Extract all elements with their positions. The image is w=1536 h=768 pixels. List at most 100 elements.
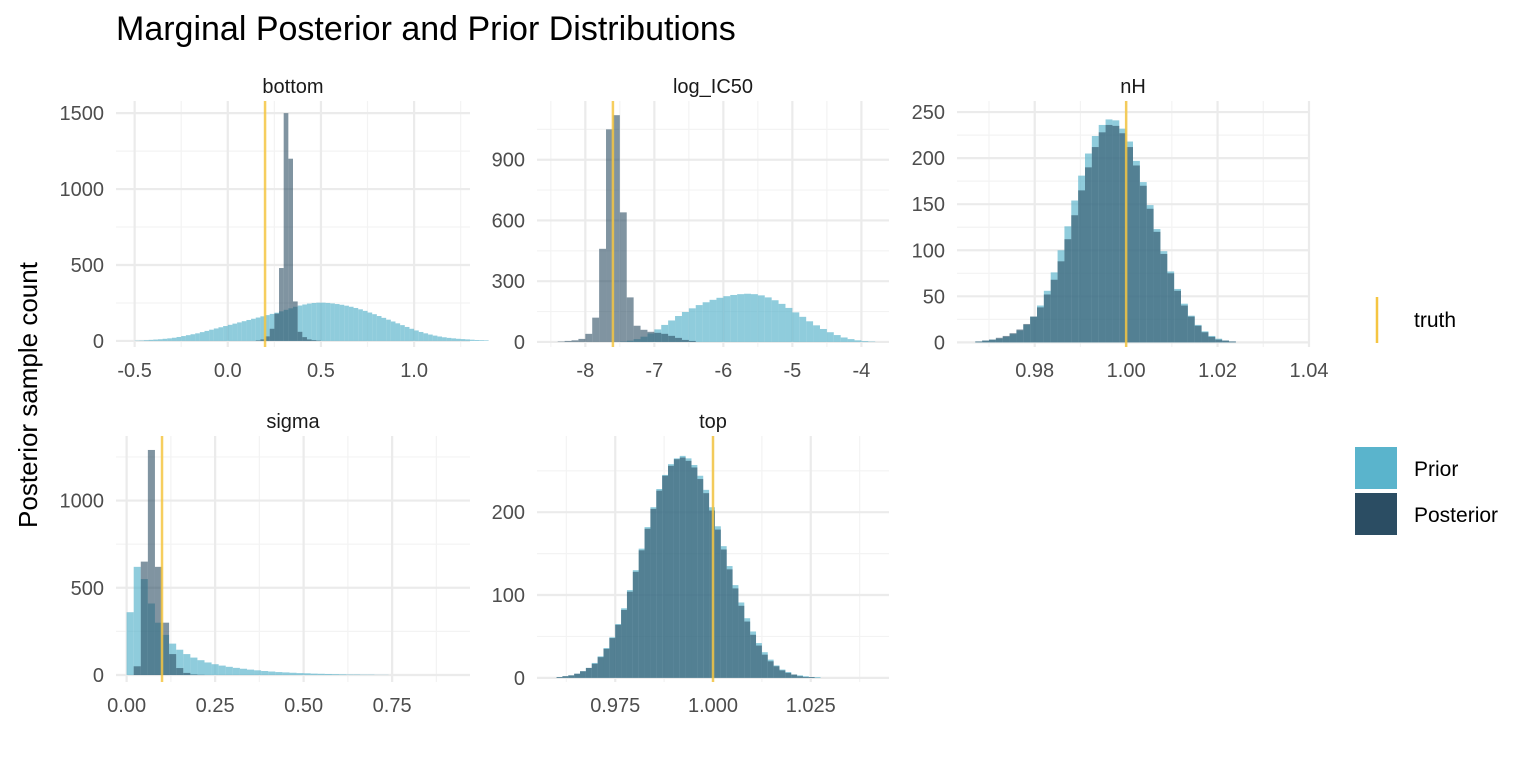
posterior-bar [989, 339, 996, 343]
prior-bar [190, 657, 198, 676]
prior-bar [813, 325, 820, 342]
prior-bar [261, 671, 269, 676]
posterior-bar [1119, 133, 1127, 343]
posterior-bar [714, 529, 721, 678]
prior-bar [133, 566, 141, 676]
posterior-bar [265, 336, 270, 341]
prior-bar [395, 323, 401, 341]
prior-bar [423, 333, 429, 341]
posterior-histogram [975, 124, 1236, 343]
posterior-bar [1187, 316, 1195, 343]
posterior-bar [679, 457, 686, 678]
x-tick-label: 0.975 [590, 695, 640, 717]
y-tick-label: 200 [912, 148, 945, 170]
prior-bar [470, 339, 475, 341]
prior-bar [833, 335, 841, 342]
x-tick-label: 1.04 [1290, 360, 1329, 382]
posterior-bar [568, 675, 575, 678]
prior-bar [143, 340, 149, 341]
prior-bar [376, 316, 382, 341]
strip-label-bottom: bottom [262, 76, 323, 98]
prior-bar [320, 302, 326, 341]
posterior-bar [612, 115, 620, 342]
posterior-bar [685, 460, 692, 678]
posterior-bar [726, 569, 733, 678]
posterior-bar [580, 671, 586, 678]
prior-bar [241, 321, 247, 341]
prior-bar [757, 295, 765, 342]
x-tick-label: -0.5 [117, 360, 151, 382]
prior-bar [330, 303, 335, 341]
y-tick-label: 300 [492, 271, 525, 293]
posterior-bar [640, 329, 648, 342]
prior-bar [799, 316, 807, 342]
prior-bar [353, 674, 361, 676]
prior-bar [176, 649, 184, 676]
prior-bar [311, 302, 317, 341]
prior-bar [737, 294, 745, 342]
y-tick-label: 0 [93, 665, 104, 687]
chart-title: Marginal Posterior and Prior Distributio… [116, 10, 736, 48]
posterior-bar [1139, 185, 1147, 343]
posterior-bar [750, 634, 757, 678]
prior-bar [474, 340, 480, 341]
prior-bar [232, 323, 238, 341]
prior-bar [344, 305, 349, 341]
y-tick-label: 100 [912, 240, 945, 262]
prior-bar [255, 317, 261, 341]
posterior-bar [585, 333, 593, 342]
posterior-bar [773, 666, 780, 678]
posterior-bar [609, 638, 616, 678]
prior-bar [167, 338, 172, 341]
y-tick-label: 0 [934, 332, 945, 354]
posterior-bar [767, 661, 774, 678]
prior-bar [348, 306, 354, 341]
y-tick-label: 1500 [60, 103, 105, 125]
posterior-bar [1023, 323, 1031, 343]
posterior-bar [283, 113, 289, 341]
prior-bar [199, 332, 205, 341]
prior-bar [346, 674, 354, 676]
posterior-bar [597, 657, 604, 678]
panel-log_IC50: log_IC50 -8 -7 -6 -5 -4 0 300 600 900 [492, 76, 889, 382]
prior-bar [386, 319, 391, 341]
panel-sigma: sigma 0.00 0.25 0.50 0.75 0 500 1000 [60, 411, 470, 717]
strip-label-sigma: sigma [266, 411, 320, 433]
prior-bar [268, 671, 276, 676]
x-tick-label: -4 [852, 360, 870, 382]
y-tick-label: 0 [514, 668, 525, 690]
posterior-bar [662, 475, 669, 678]
strip-label-log_IC50: log_IC50 [673, 76, 753, 98]
posterior-bar [995, 337, 1003, 343]
posterior-bar [1098, 132, 1106, 343]
y-axis-label: Posterior sample count [13, 261, 43, 528]
posterior-bar [133, 666, 141, 676]
posterior-bar [591, 663, 598, 678]
prior-bar [847, 339, 855, 342]
posterior-bar [732, 588, 739, 678]
posterior-bar [638, 550, 645, 678]
y-tick-label: 500 [71, 578, 104, 600]
prior-bar [157, 339, 163, 341]
posterior-bar [302, 337, 307, 341]
prior-bar [730, 294, 738, 342]
posterior-bar [626, 591, 633, 678]
prior-bar [237, 322, 242, 341]
y-tick-label: 0 [514, 332, 525, 354]
prior-bar [826, 332, 834, 342]
panel-top: top 0.975 1.000 1.025 0 100 200 [492, 411, 889, 717]
prior-bar [310, 673, 318, 676]
posterior-bar [571, 340, 579, 342]
prior-bar [400, 325, 405, 341]
posterior-bar [668, 335, 676, 342]
prior-bar [204, 662, 212, 676]
posterior-bar [1009, 333, 1017, 343]
legend-posterior-key [1355, 493, 1397, 535]
posterior-bar [621, 609, 627, 678]
y-tick-label: 600 [492, 210, 525, 232]
prior-bar [437, 336, 443, 341]
prior-bar [275, 672, 283, 676]
posterior-bar [761, 654, 768, 678]
posterior-bar [1043, 294, 1051, 343]
